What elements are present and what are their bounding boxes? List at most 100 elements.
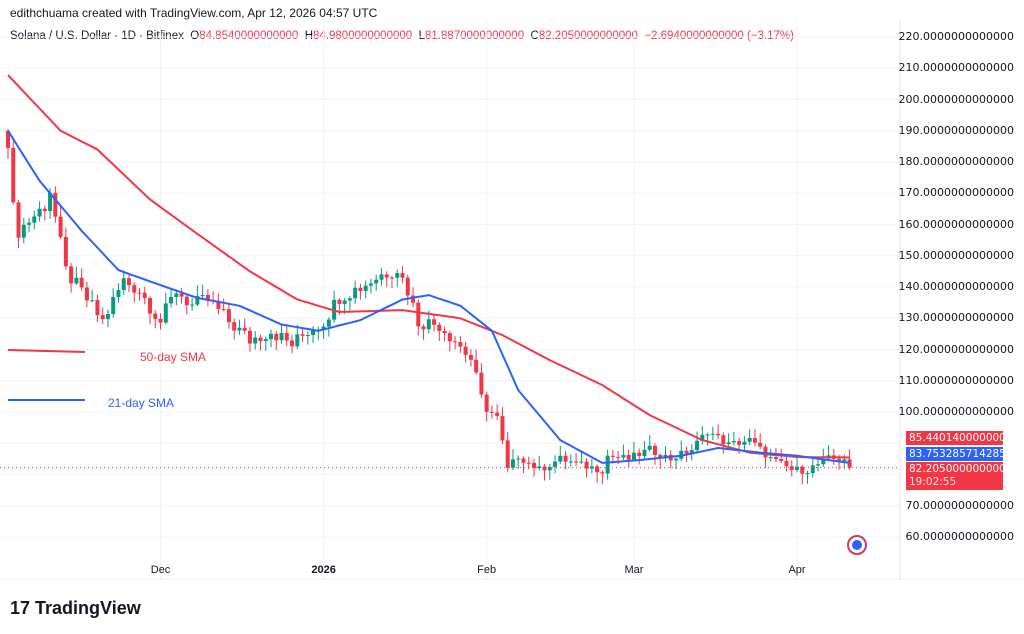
candle-body bbox=[258, 337, 263, 342]
candle-body bbox=[610, 455, 615, 457]
candle-body bbox=[353, 287, 358, 299]
candle-body bbox=[368, 283, 373, 286]
candle-body bbox=[705, 434, 710, 436]
candle-body bbox=[405, 277, 410, 296]
candle-body bbox=[505, 440, 510, 468]
candle-body bbox=[710, 433, 715, 435]
candle-body bbox=[658, 454, 663, 459]
candle-body bbox=[347, 298, 352, 301]
candle-body bbox=[489, 411, 494, 413]
candle-body bbox=[621, 454, 626, 458]
candle-body bbox=[695, 440, 700, 451]
candle-body bbox=[79, 277, 84, 288]
candle-body bbox=[626, 454, 631, 460]
sma50-price-tag: 85.4401400000000 bbox=[906, 431, 1013, 445]
sma50-annotation: 50-day SMA bbox=[140, 350, 207, 364]
candle-body bbox=[642, 449, 647, 457]
candle-body bbox=[389, 277, 394, 279]
candle-body bbox=[163, 303, 168, 323]
candle-body bbox=[253, 337, 258, 344]
candle-body bbox=[205, 295, 210, 300]
candle-body bbox=[290, 340, 295, 347]
price-tick-label: 130.0000000000000 bbox=[898, 311, 1014, 325]
price-tick-label: 60.0000000000000 bbox=[905, 530, 1014, 543]
candle-body bbox=[63, 236, 68, 267]
candle-body bbox=[58, 216, 63, 237]
candle-body bbox=[416, 302, 421, 327]
candle-body bbox=[758, 442, 763, 447]
low-label: L bbox=[418, 30, 425, 42]
candle-body bbox=[700, 434, 705, 441]
close-value: 82.2050000000000 bbox=[538, 30, 638, 42]
candle-body bbox=[737, 441, 742, 445]
candle-body bbox=[532, 462, 536, 469]
candle-body bbox=[674, 458, 679, 461]
candle-body bbox=[126, 278, 131, 286]
candle-body bbox=[747, 437, 752, 442]
candle-body bbox=[847, 459, 852, 468]
candle-body bbox=[137, 292, 142, 294]
candle-body bbox=[810, 465, 815, 474]
candle-body bbox=[463, 346, 468, 355]
candle-body bbox=[689, 450, 694, 454]
candle-body bbox=[637, 452, 642, 457]
candle-body bbox=[842, 459, 847, 462]
candle-body bbox=[6, 130, 10, 148]
price-tick-label: 170.0000000000000 bbox=[898, 186, 1014, 200]
price-tick-label: 150.0000000000000 bbox=[898, 248, 1014, 262]
candle-body bbox=[795, 466, 799, 470]
candle-body bbox=[274, 333, 279, 341]
price-tick-label: 160.0000000000000 bbox=[898, 217, 1014, 231]
candle-body bbox=[605, 455, 610, 474]
candle-body bbox=[179, 293, 184, 297]
price-tick-label: 140.0000000000000 bbox=[898, 280, 1014, 293]
candle-body bbox=[568, 461, 573, 463]
change-value: −2.6940000000000 (−3.17%) bbox=[644, 30, 794, 42]
tradingview-logo[interactable]: 17 TradingView bbox=[10, 598, 141, 619]
open-value: 84.8540000000000 bbox=[199, 30, 299, 42]
candle-body bbox=[805, 473, 810, 475]
candle-body bbox=[484, 394, 489, 412]
candle-body bbox=[221, 308, 226, 310]
candle-body bbox=[311, 330, 316, 336]
candle-body bbox=[558, 455, 563, 462]
price-chart[interactable] bbox=[0, 20, 1024, 580]
candle-body bbox=[100, 315, 105, 320]
candle-body bbox=[479, 372, 484, 395]
candle-body bbox=[200, 295, 205, 297]
candle-body bbox=[574, 461, 579, 463]
candle-body bbox=[148, 298, 153, 314]
candle-body bbox=[237, 327, 242, 331]
candle-body bbox=[395, 273, 400, 278]
sma50-line bbox=[7, 74, 850, 459]
candle-body bbox=[495, 412, 500, 417]
candle-body bbox=[600, 472, 605, 474]
candle-body bbox=[216, 300, 221, 309]
candle-body bbox=[105, 313, 110, 320]
candle-body bbox=[411, 295, 416, 303]
candle-body bbox=[731, 441, 736, 443]
sma21-annotation: 21-day SMA bbox=[108, 396, 175, 410]
candle-body bbox=[468, 354, 473, 360]
candle-body bbox=[132, 285, 137, 293]
candle-body bbox=[716, 433, 721, 436]
candle-body bbox=[510, 459, 515, 468]
candle-body bbox=[400, 273, 405, 278]
candle-body bbox=[305, 335, 310, 337]
last-price-tag: 82.2050000000000 19:02:55 bbox=[906, 462, 1013, 490]
time-tick-label: Mar bbox=[624, 564, 644, 576]
candle-body bbox=[763, 446, 768, 458]
candle-body bbox=[95, 300, 100, 316]
candle-body bbox=[32, 216, 37, 223]
candle-body bbox=[800, 466, 805, 474]
candle-body bbox=[589, 466, 594, 469]
candle-body bbox=[821, 458, 826, 465]
us-flag-icon bbox=[852, 540, 862, 550]
candle-body bbox=[453, 341, 458, 343]
symbol-name[interactable]: Solana / U.S. Dollar · 1D · Bitfinex bbox=[10, 30, 184, 42]
candle-body bbox=[521, 458, 526, 463]
chart-credit: edithchuama created with TradingView.com… bbox=[10, 6, 378, 20]
price-tick-label: 120.0000000000000 bbox=[898, 342, 1014, 356]
candle-body bbox=[458, 342, 463, 347]
candle-body bbox=[579, 461, 584, 463]
